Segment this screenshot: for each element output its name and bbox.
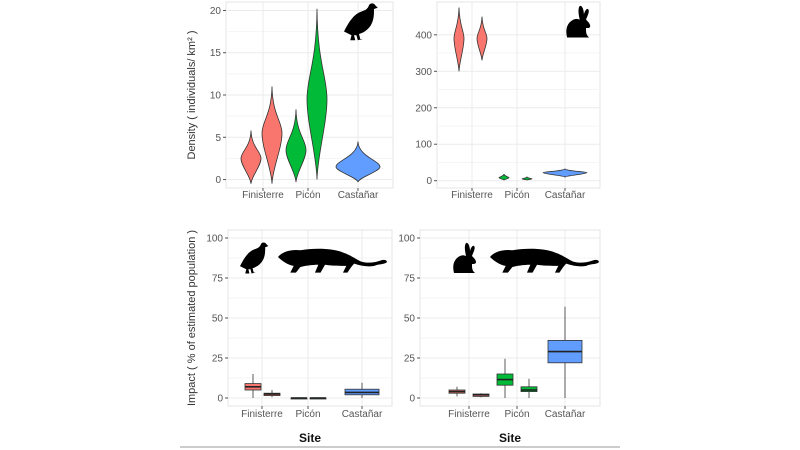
y-tick-label: 100: [398, 234, 415, 245]
x-tick-label: Finisterre: [242, 190, 284, 201]
x-tick-label: Picón: [295, 190, 320, 201]
x-tick-label: Castañar: [545, 190, 586, 201]
y-tick-label: 50: [212, 314, 224, 325]
panel-bottom-right: 0 25 50 75 100 Finisterre Picón Castañar Site: [398, 229, 601, 445]
y-tick-label: 0: [215, 175, 221, 186]
grouse-icon: [344, 3, 378, 41]
box-picón: [520, 386, 538, 392]
violin-finisterre: [240, 130, 262, 184]
violin-finisterre: [476, 16, 488, 61]
violin-picón: [498, 173, 510, 181]
x-tick-label: Picón: [504, 190, 529, 201]
y-tick-label: 10: [210, 91, 222, 102]
y-tick-label: 15: [210, 48, 222, 59]
violin-castañar: [335, 141, 381, 183]
panel-bottom-left: 0 25 50 75 100 Finisterre Picón Castañar Impact …: [186, 229, 393, 445]
y-tick-label: 300: [415, 67, 432, 78]
y-tick-label: 5: [215, 133, 221, 144]
y-tick-label: 0: [217, 394, 223, 405]
y-tick-label: 50: [404, 314, 416, 325]
violin-picón: [521, 176, 533, 181]
y-tick-label: 400: [415, 30, 432, 41]
y-tick-label: 0: [426, 176, 432, 187]
x-tick-label: Finisterre: [448, 409, 490, 420]
violin-finisterre: [453, 7, 465, 72]
y-tick-label: 25: [404, 354, 416, 365]
rabbit-icon: [566, 5, 591, 38]
x-tick-label: Castañar: [338, 190, 379, 201]
y-tick-label: 100: [415, 140, 432, 151]
x-tick-label: Picón: [504, 409, 529, 420]
y-tick-label: 100: [206, 234, 223, 245]
x-tick-label: Castañar: [342, 409, 383, 420]
y-tick-label: 75: [212, 274, 224, 285]
y-tick-label: 75: [404, 274, 416, 285]
genet-icon: [278, 248, 387, 273]
y-tick-label: 25: [212, 354, 224, 365]
violin-picón: [306, 8, 328, 180]
x-tick-label: Castañar: [545, 409, 586, 420]
x-tick-label: Finisterre: [451, 190, 493, 201]
x-axis-title: Site: [299, 431, 321, 445]
panel-top-left: 0 5 10 15 20 Finisterre Picón Castañar Density (…: [186, 1, 394, 201]
violin-picón: [285, 109, 307, 183]
y-axis-title: Impact ( % of estimated population ): [186, 230, 198, 406]
x-axis-title: Site: [499, 431, 521, 445]
rabbit-icon: [453, 242, 476, 273]
y-tick-label: 20: [210, 6, 222, 17]
violin-castañar: [542, 168, 588, 179]
grouse-icon: [240, 242, 269, 274]
violin-finisterre: [261, 86, 283, 184]
genet-icon: [490, 248, 599, 273]
x-tick-label: Finisterre: [241, 409, 283, 420]
y-tick-label: 0: [409, 394, 415, 405]
y-axis-title: Density ( individuals/ km² ): [186, 31, 198, 160]
x-tick-label: Picón: [295, 409, 320, 420]
y-tick-label: 200: [415, 103, 432, 114]
panel-top-right: 0 100 200 300 400 Finisterre Picón Castañar: [415, 1, 601, 201]
